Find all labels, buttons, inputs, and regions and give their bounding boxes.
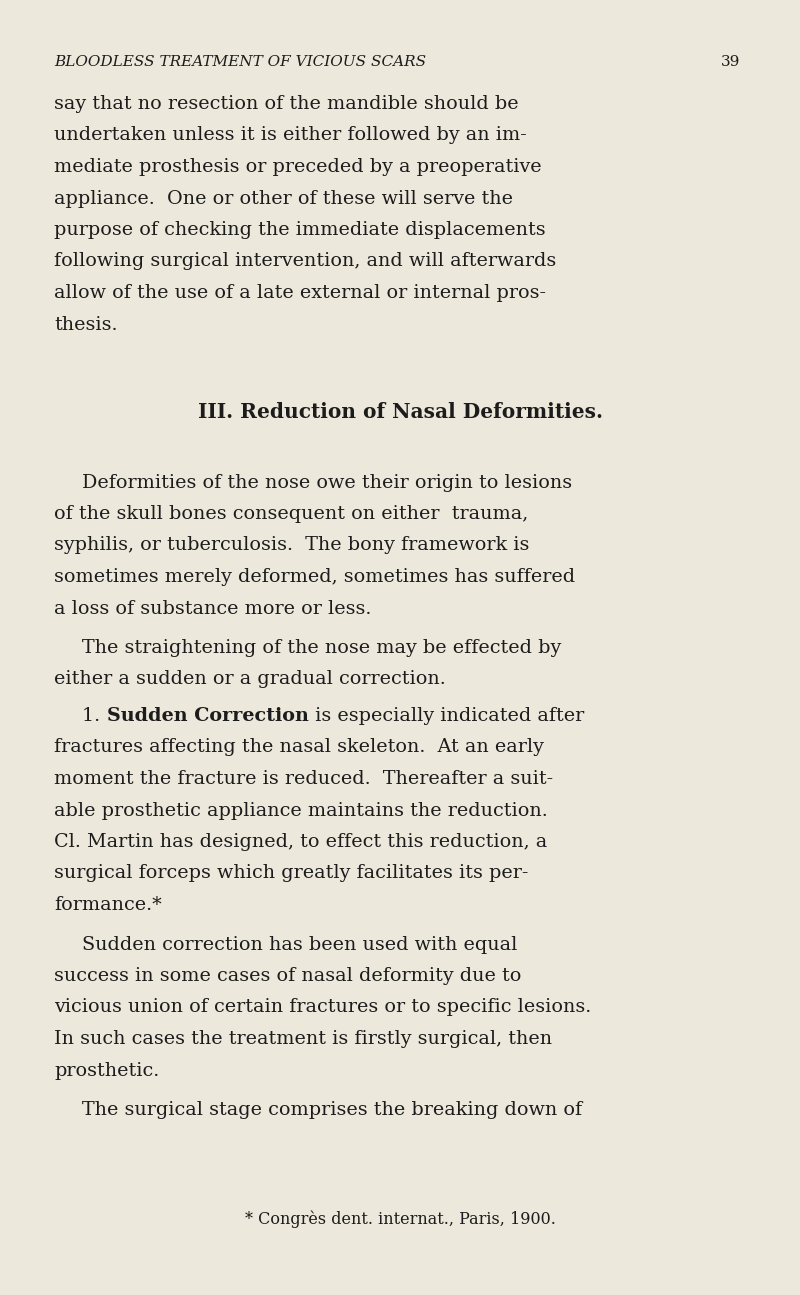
- Text: a loss of substance more or less.: a loss of substance more or less.: [54, 600, 372, 618]
- Text: 1.: 1.: [82, 707, 106, 725]
- Text: * Congrès dent. internat., Paris, 1900.: * Congrès dent. internat., Paris, 1900.: [245, 1210, 555, 1228]
- Text: vicious union of certain fractures or to specific lesions.: vicious union of certain fractures or to…: [54, 998, 592, 1017]
- Text: sometimes merely deformed, sometimes has suffered: sometimes merely deformed, sometimes has…: [54, 569, 575, 587]
- Text: III. Reduction of Nasal Deformities.: III. Reduction of Nasal Deformities.: [198, 401, 602, 422]
- Text: Deformities of the nose owe their origin to lesions: Deformities of the nose owe their origin…: [82, 474, 573, 492]
- Text: following surgical intervention, and will afterwards: following surgical intervention, and wil…: [54, 253, 557, 271]
- Text: of the skull bones consequent on either  trauma,: of the skull bones consequent on either …: [54, 505, 529, 523]
- Text: 39: 39: [722, 54, 741, 69]
- Text: moment the fracture is reduced.  Thereafter a suit-: moment the fracture is reduced. Thereaft…: [54, 771, 554, 787]
- Text: fractures affecting the nasal skeleton.  At an early: fractures affecting the nasal skeleton. …: [54, 738, 544, 756]
- Text: syphilis, or tuberculosis.  The bony framework is: syphilis, or tuberculosis. The bony fram…: [54, 536, 530, 554]
- Text: thesis.: thesis.: [54, 316, 118, 334]
- Text: prosthetic.: prosthetic.: [54, 1062, 160, 1080]
- Text: formance.*: formance.*: [54, 896, 162, 914]
- Text: say that no resection of the mandible should be: say that no resection of the mandible sh…: [54, 95, 519, 113]
- Text: appliance.  One or other of these will serve the: appliance. One or other of these will se…: [54, 189, 514, 207]
- Text: allow of the use of a late external or internal pros-: allow of the use of a late external or i…: [54, 284, 546, 302]
- Text: In such cases the treatment is firstly surgical, then: In such cases the treatment is firstly s…: [54, 1030, 553, 1048]
- Text: The surgical stage comprises the breaking down of: The surgical stage comprises the breakin…: [82, 1101, 582, 1119]
- Text: is especially indicated after: is especially indicated after: [309, 707, 584, 725]
- Text: undertaken unless it is either followed by an im-: undertaken unless it is either followed …: [54, 127, 527, 145]
- Text: mediate prosthesis or preceded by a preoperative: mediate prosthesis or preceded by a preo…: [54, 158, 542, 176]
- Text: The straightening of the nose may be effected by: The straightening of the nose may be eff…: [82, 638, 562, 657]
- Text: either a sudden or a gradual correction.: either a sudden or a gradual correction.: [54, 671, 446, 689]
- Text: surgical forceps which greatly facilitates its per-: surgical forceps which greatly facilitat…: [54, 865, 529, 882]
- Text: success in some cases of nasal deformity due to: success in some cases of nasal deformity…: [54, 967, 522, 985]
- Text: purpose of checking the immediate displacements: purpose of checking the immediate displa…: [54, 221, 546, 240]
- Text: able prosthetic appliance maintains the reduction.: able prosthetic appliance maintains the …: [54, 802, 548, 820]
- Text: BLOODLESS TREATMENT OF VICIOUS SCARS: BLOODLESS TREATMENT OF VICIOUS SCARS: [54, 54, 426, 69]
- Text: Sudden Correction: Sudden Correction: [106, 707, 309, 725]
- Text: Sudden correction has been used with equal: Sudden correction has been used with equ…: [82, 935, 518, 953]
- Text: Cl. Martin has designed, to effect this reduction, a: Cl. Martin has designed, to effect this …: [54, 833, 548, 851]
